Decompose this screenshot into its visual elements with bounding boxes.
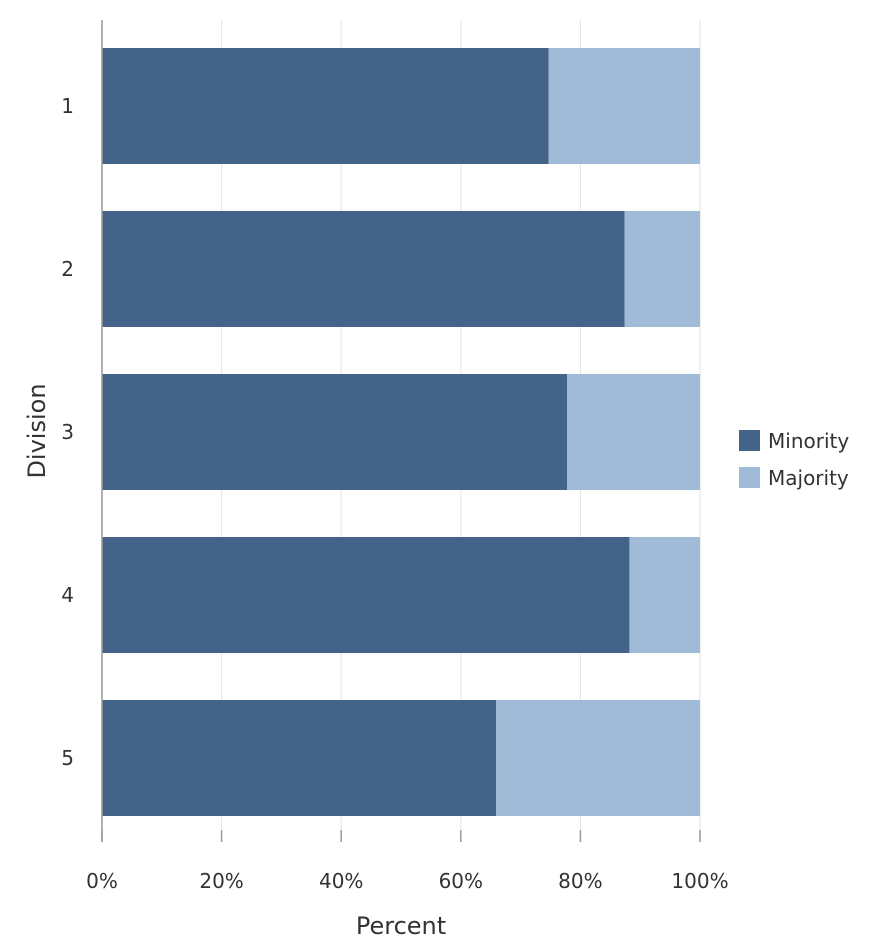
- legend-label-minority: Minority: [768, 429, 849, 453]
- x-tick-label: 0%: [86, 869, 118, 893]
- bar-majority-division-5: [496, 700, 700, 816]
- y-tick-label: 4: [61, 583, 74, 607]
- x-tick-label: 40%: [319, 869, 363, 893]
- bar-majority-division-3: [567, 374, 700, 490]
- bars: [102, 48, 700, 816]
- bar-majority-division-4: [629, 537, 700, 653]
- y-tick-label: 2: [61, 257, 74, 281]
- x-tick-label: 100%: [671, 869, 728, 893]
- y-tick-label: 3: [61, 420, 74, 444]
- bar-majority-division-1: [548, 48, 700, 164]
- bar-minority-division-1: [102, 48, 549, 164]
- legend-swatch-majority: [739, 467, 760, 488]
- bar-majority-division-2: [624, 211, 700, 327]
- axes: [101, 20, 701, 842]
- legend-label-majority: Majority: [768, 466, 849, 490]
- bar-minority-division-5: [102, 700, 497, 816]
- legend-swatch-minority: [739, 430, 760, 451]
- y-axis-title: Division: [23, 383, 51, 478]
- bar-minority-division-2: [102, 211, 625, 327]
- legend: Minority Majority: [739, 429, 849, 490]
- x-axis-title: Percent: [356, 912, 446, 940]
- y-tick-label: 5: [61, 746, 74, 770]
- bar-minority-division-3: [102, 374, 568, 490]
- tick-labels: 1 2 3 4 5 0% 20% 40% 60% 80% 100%: [61, 94, 728, 893]
- x-tick-label: 60%: [439, 869, 483, 893]
- y-tick-label: 1: [61, 94, 74, 118]
- x-tick-label: 80%: [558, 869, 602, 893]
- bar-minority-division-4: [102, 537, 630, 653]
- x-tick-label: 20%: [199, 869, 243, 893]
